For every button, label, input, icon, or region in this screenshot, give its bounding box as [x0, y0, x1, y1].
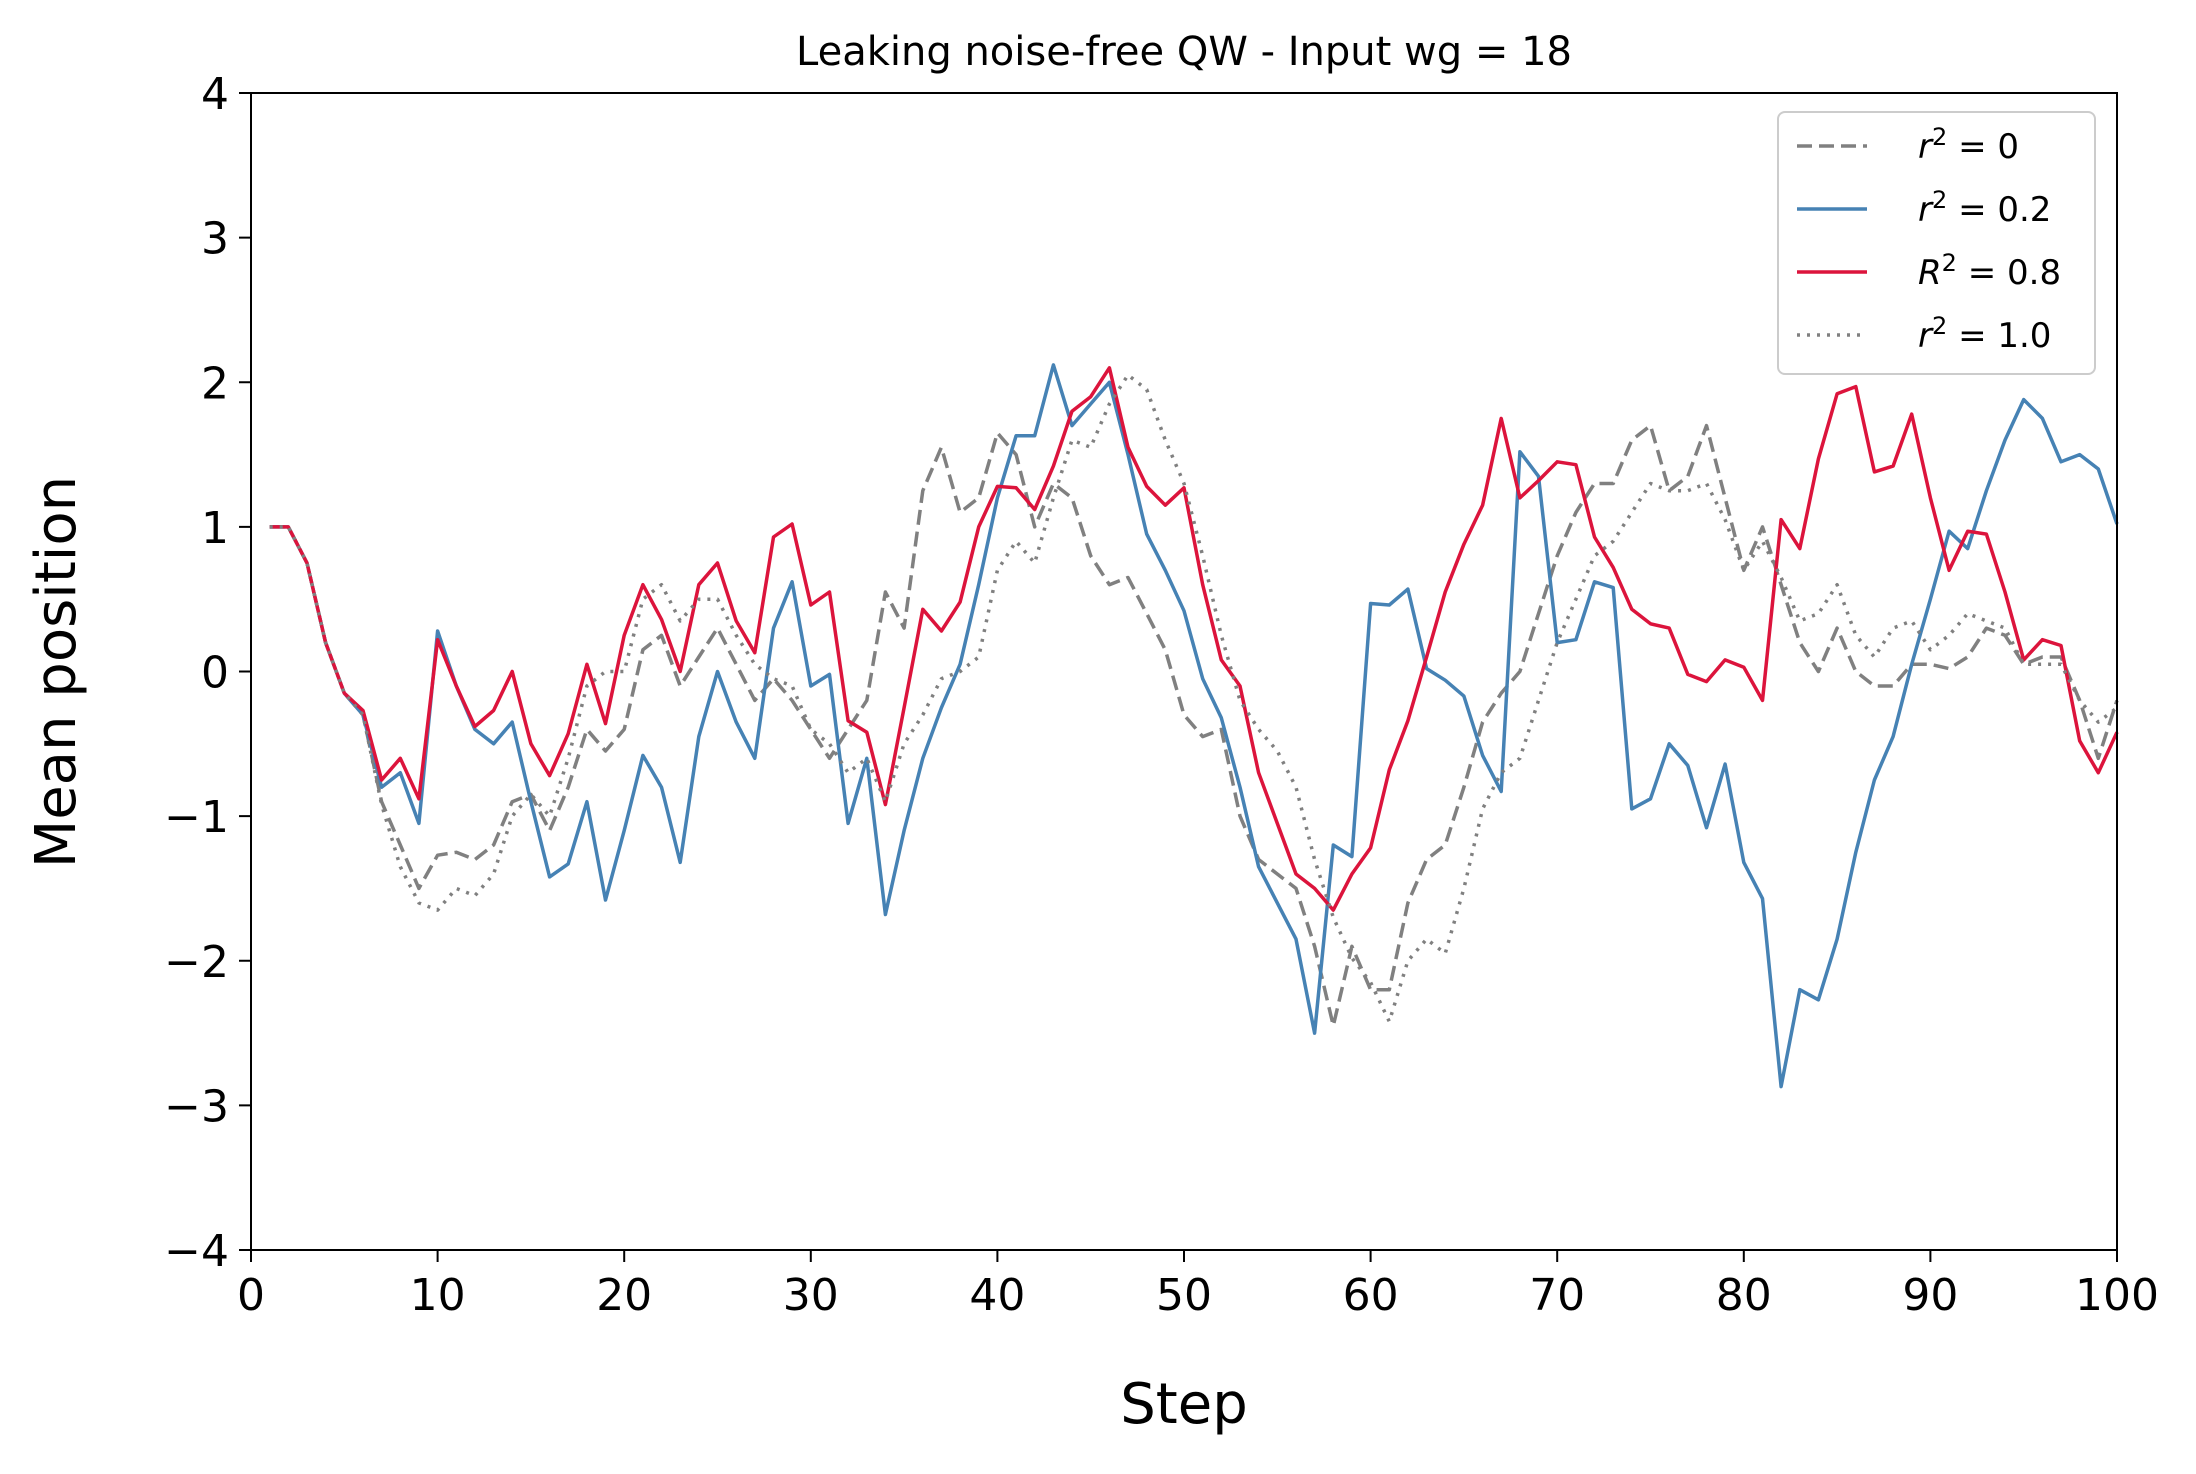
x-tick-label: 50 — [1156, 1270, 1212, 1321]
y-tick-label: 0 — [201, 648, 229, 699]
y-tick-label: −1 — [164, 792, 229, 843]
y-tick-label: −2 — [164, 937, 229, 988]
chart-title: Leaking noise-free QW - Input wg = 18 — [796, 29, 1572, 75]
y-tick-label: 1 — [201, 503, 229, 554]
legend-label-rest: = 1.0 — [1947, 316, 2051, 356]
x-tick-label: 70 — [1529, 1270, 1585, 1321]
y-tick-label: 2 — [201, 358, 229, 409]
legend-label-4: r2 = 1.0 — [1918, 312, 2051, 356]
x-tick-label: 90 — [1902, 1270, 1958, 1321]
legend-label-sup: 2 — [1942, 249, 1957, 277]
x-tick-label: 30 — [783, 1270, 839, 1321]
legend-label-sup: 2 — [1932, 312, 1947, 340]
y-axis-label: Mean position — [24, 476, 89, 868]
legend-label-2: r2 = 0.2 — [1918, 186, 2051, 230]
y-tick-label: −3 — [164, 1081, 229, 1132]
legend-label-base: R — [1918, 253, 1942, 293]
x-tick-label: 20 — [596, 1270, 652, 1321]
plot-frame — [250, 92, 2118, 1251]
x-axis-label: Step — [1120, 1372, 1248, 1437]
x-tick-label: 80 — [1716, 1270, 1772, 1321]
x-tick-label: 10 — [410, 1270, 466, 1321]
series-line-1 — [269, 423, 2119, 1028]
y-tick-label: −4 — [164, 1226, 229, 1277]
x-tick-label: 40 — [969, 1270, 1025, 1321]
legend-label-sup: 2 — [1932, 123, 1947, 151]
ticks-layer: 0 10 20 30 40 50 60 70 80 90 100 −4 −3 −2 −1 0 1 2 3 4 — [164, 69, 2159, 1321]
legend-label-base: r — [1918, 127, 1934, 167]
legend-label-rest: = 0.2 — [1947, 190, 2051, 230]
x-tick-label: 60 — [1343, 1270, 1399, 1321]
legend-label-rest: = 0 — [1947, 127, 2019, 167]
legend-label-3: R2 = 0.8 — [1918, 249, 2061, 293]
legend-label-1: r2 = 0 — [1918, 123, 2019, 167]
legend-label-base: r — [1918, 190, 1934, 230]
series-line-2 — [269, 363, 2119, 1089]
legend-label-rest: = 0.8 — [1957, 253, 2061, 293]
legend-label-sup: 2 — [1932, 186, 1947, 214]
series-layer — [269, 363, 2119, 1089]
legend-label-base: r — [1918, 316, 1934, 356]
legend-box — [1777, 111, 2096, 375]
x-tick-label: 100 — [2075, 1270, 2159, 1321]
legend: r2 = 0r2 = 0.2R2 = 0.8r2 = 1.0 — [1777, 111, 2096, 375]
y-tick-label: 3 — [201, 214, 229, 265]
x-tick-label: 0 — [237, 1270, 265, 1321]
y-tick-label: 4 — [201, 69, 229, 120]
series-line-3 — [269, 366, 2119, 912]
